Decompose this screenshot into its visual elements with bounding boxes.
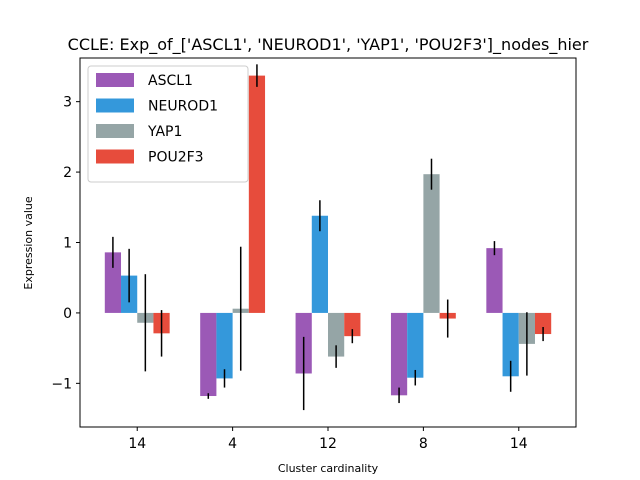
- legend-label-yap1: YAP1: [147, 124, 182, 140]
- legend-swatch-neurod1: [96, 98, 134, 113]
- y-tick-label: −1: [51, 376, 72, 392]
- y-tick-label: 1: [63, 236, 72, 252]
- y-axis-label: Expression value: [22, 196, 35, 289]
- legend-label-pou2f3: POU2F3: [148, 150, 204, 166]
- x-tick-label: 12: [319, 436, 337, 452]
- legend-swatch-ascl1: [96, 73, 134, 87]
- chart-title: CCLE: Exp_of_['ASCL1', 'NEUROD1', 'YAP1'…: [68, 35, 589, 55]
- legend: ASCL1 NEUROD1 YAP1 POU2F3: [87, 65, 249, 183]
- bar-yap1-2: [328, 312, 345, 357]
- legend-swatch-yap1: [96, 124, 134, 138]
- x-tick-label: 8: [419, 436, 428, 452]
- x-axis: 14 4 12 8 14: [128, 427, 528, 452]
- bar-pou2f3-4: [534, 312, 552, 335]
- bar-ascl1-0: [104, 252, 122, 313]
- bar-ascl1-1: [200, 312, 217, 397]
- legend-label-ascl1: ASCL1: [148, 73, 193, 89]
- x-tick-label: 4: [228, 436, 237, 452]
- x-tick-label: 14: [128, 436, 146, 452]
- bar-neurod1-3: [407, 312, 424, 378]
- bars-layer: [104, 75, 552, 397]
- y-tick-label: 3: [63, 95, 72, 111]
- y-tick-label: 2: [63, 165, 72, 181]
- legend-label-neurod1: NEUROD1: [148, 99, 218, 115]
- bar-pou2f3-2: [344, 312, 361, 337]
- bar-yap1-3: [423, 174, 440, 313]
- bar-ascl1-4: [486, 248, 503, 313]
- bar-pou2f3-1: [248, 75, 266, 313]
- x-tick-label: 14: [510, 436, 528, 452]
- bar-neurod1-1: [216, 312, 233, 379]
- x-axis-label: Cluster cardinality: [278, 462, 379, 475]
- legend-swatch-pou2f3: [96, 149, 134, 164]
- bar-neurod1-4: [502, 312, 519, 377]
- bar-ascl1-3: [390, 312, 408, 396]
- y-tick-label: 0: [63, 306, 72, 322]
- bar-neurod1-2: [311, 215, 328, 313]
- y-axis: −1 0 1 2 3: [51, 95, 80, 392]
- error-bars-layer: [112, 64, 544, 411]
